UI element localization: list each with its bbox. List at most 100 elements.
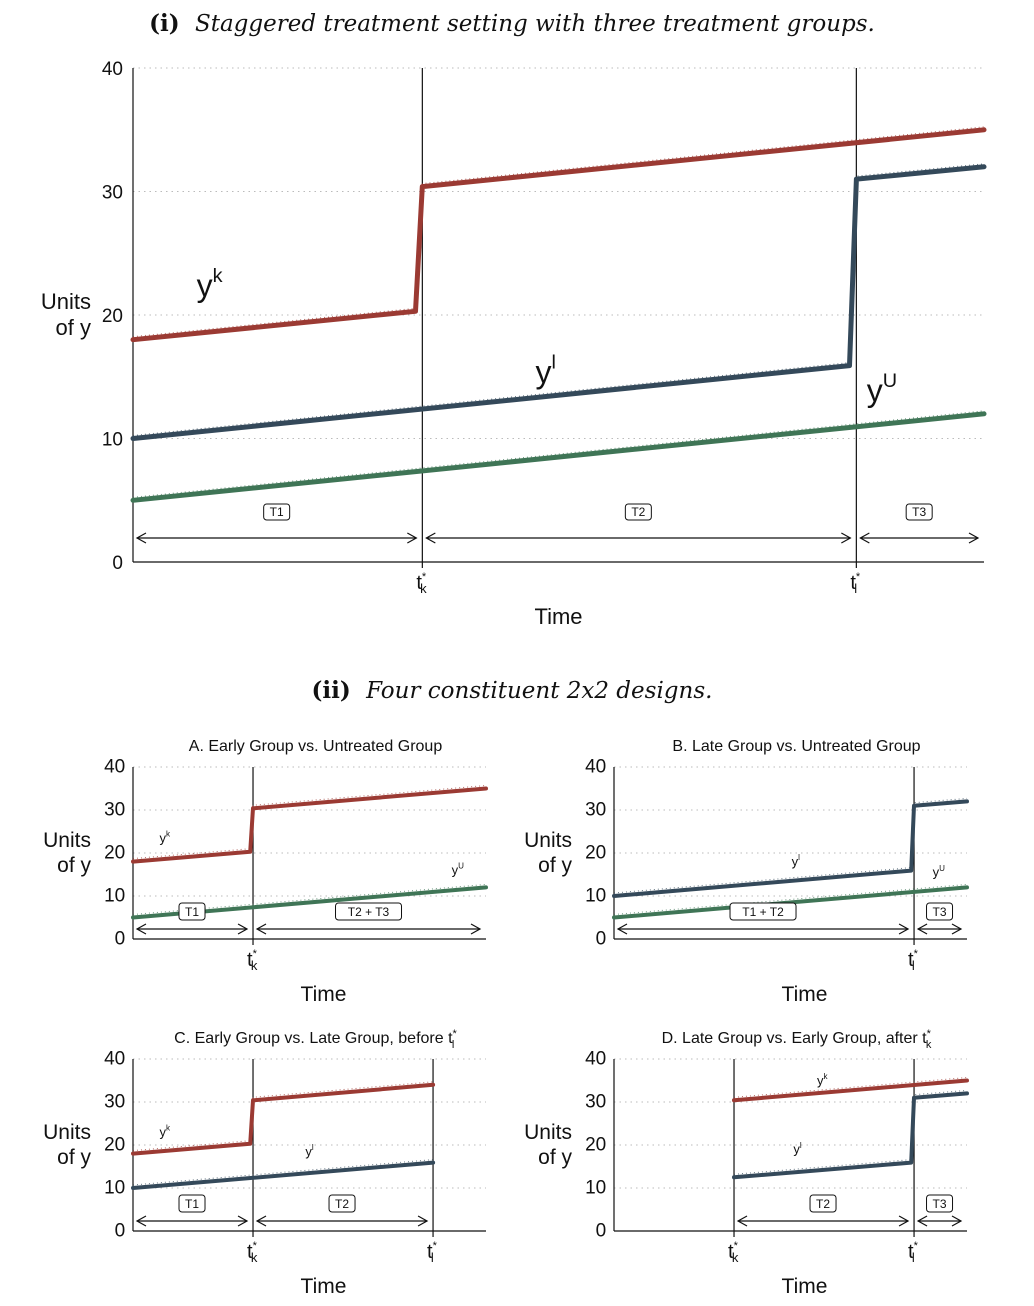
period-label: T3 [912,505,926,519]
period-label-box [178,902,206,921]
chart-title-text: D. Late Group vs. Early Group, after t [662,1030,928,1047]
y-tick-label: 0 [112,553,123,574]
chart-a: A. Early Group vs. Untreated Group 0 10 20 3… [43,738,488,1006]
chart-title: A. Early Group vs. Untreated Group [189,738,443,755]
series-label-U: yU [933,864,946,880]
period-arrow-head-right [968,532,980,544]
treatment-time-label-sub: l [854,581,857,596]
y-tick-label: 10 [585,1177,606,1198]
series-line-l [130,164,987,441]
period-label-box [328,1194,356,1213]
chart-title: B. Late Group vs. Untreated Group [672,738,920,755]
period-label: T1 [270,505,284,519]
chart-title-sub: k [926,1039,932,1051]
treatment-time-label-sup: * [253,1240,258,1252]
y-tick-label: 10 [104,885,125,906]
treatment-time-label-sup: * [422,571,427,583]
series-label-base: y [160,830,167,845]
heading-i-text: Staggered treatment setting with three t… [195,11,875,37]
series-label-base: y [793,1142,800,1157]
period-arrow-head-left [916,1215,928,1227]
treatment-time-label-sup: * [734,1240,739,1252]
treatment-time-label: t* k [247,948,258,973]
y-axis-title: Units of y [524,1121,572,1169]
x-axis-title: Time [534,604,582,629]
series-label-base: y [305,1144,312,1159]
period-label: T1 + T2 [742,905,784,919]
treatment-time-label-sub: k [251,958,258,973]
y-axis-title-line2: of y [57,854,91,877]
series-label-base: y [197,267,213,303]
y-axis-title-line1: Units [43,1121,91,1144]
series-label-l: yl [792,853,801,869]
y-tick-label: 0 [115,928,126,949]
period-label-box [926,1194,954,1213]
y-axis-title-line1: Units [524,829,572,852]
y-tick-label: 40 [102,59,123,80]
y-tick-label: 30 [585,1091,606,1112]
period-label: T3 [933,905,947,919]
treatment-time-label-sub: l [912,958,915,973]
y-axis-title: Units of y [524,829,572,877]
y-tick-label: 20 [104,842,125,863]
x-axis-title: Time [301,1275,347,1298]
series-label-sup: l [798,853,800,862]
heading-i: (i) Staggered treatment setting with thr… [149,10,875,37]
treatment-time-label-t: t [247,1241,253,1263]
period-label-box [809,1194,837,1213]
period-arrow-head-left [859,532,870,544]
series-line-k [130,127,987,343]
y-tick-label: 30 [104,1091,125,1112]
y-axis-title: Units of y [43,1121,91,1169]
heading-ii-text: Four constituent 2x2 designs. [365,678,712,704]
x-axis-title: Time [782,983,828,1006]
period-label: T1 [185,905,199,919]
y-tick-label: 20 [102,306,123,327]
heading-i-number: (i) [149,10,180,37]
period-label: T3 [933,1197,947,1211]
series-markers-k [132,785,487,860]
y-axis-title-line1: Units [41,289,91,314]
period-arrow-head-right [237,1215,249,1227]
treatment-time-label-sub: k [732,1250,739,1265]
y-axis-title-line2: of y [538,854,572,877]
period-label-box [729,902,797,921]
x-axis-title: Time [782,1275,828,1298]
treatment-time-label-sub: l [912,1250,915,1265]
period-arrow-head-right [470,923,482,935]
period-arrow-head-left [255,1215,267,1227]
series-markers-l [733,1089,968,1175]
y-tick-label: 20 [585,1134,606,1155]
treatment-time-label-sub: k [420,581,427,596]
series-markers-l [132,1159,434,1186]
series-label-k: yk [197,265,223,303]
series-line-U [130,411,987,503]
treatment-time-label: t* k [247,1240,258,1265]
series-label-sup: l [312,1143,314,1152]
y-axis-title-line2: of y [538,1146,572,1169]
series-label-sup: k [824,1072,829,1081]
treatment-time-label-sup: * [914,948,919,960]
period-arrow-head-left [135,1215,147,1227]
series-line-k [131,1082,436,1156]
y-axis-title: Units of y [41,289,91,340]
period-arrow-head-left [736,1215,748,1227]
treatment-time-label-sub: l [431,1250,434,1265]
period-label-box [926,902,954,921]
chart-title-text: C. Early Group vs. Late Group, before t [174,1030,453,1047]
y-axis-title: Units of y [43,829,91,877]
y-axis-title-line1: Units [43,829,91,852]
y-tick-label: 20 [104,1134,125,1155]
treatment-time-label-sup: * [914,1240,919,1252]
series-line-l [732,1091,969,1180]
series-label-sup: k [213,265,223,287]
series-label-U: yU [452,862,465,878]
treatment-time-label: t* l [908,1240,919,1265]
y-tick-label: 30 [104,799,125,820]
chart-title-text: A. Early Group vs. Untreated Group [189,738,443,755]
series-label-sup: l [800,1141,802,1150]
period-arrow-head-right [237,923,249,935]
period-arrow-head-left [135,532,147,544]
y-tick-label: 10 [104,1177,125,1198]
